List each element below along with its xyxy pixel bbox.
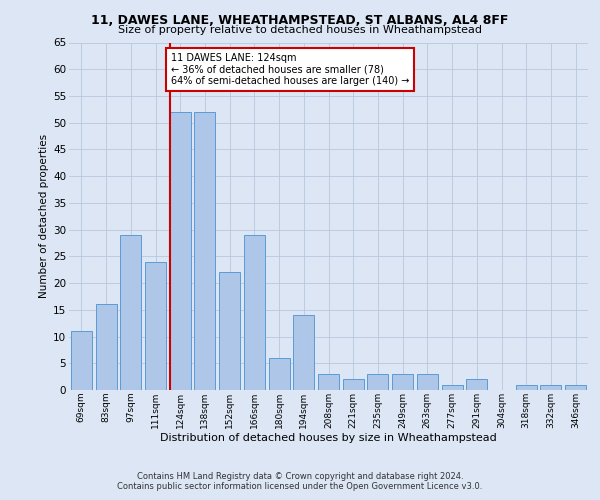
Bar (244, 235, 265, 390)
Bar (516, 384, 537, 390)
Text: Contains HM Land Registry data © Crown copyright and database right 2024.: Contains HM Land Registry data © Crown c… (137, 472, 463, 481)
Text: 11 DAWES LANE: 124sqm
← 36% of detached houses are smaller (78)
64% of semi-deta: 11 DAWES LANE: 124sqm ← 36% of detached … (171, 53, 409, 86)
Bar (120, 235, 141, 390)
Bar (318, 374, 339, 390)
Bar (417, 374, 438, 390)
Text: Size of property relative to detached houses in Wheathampstead: Size of property relative to detached ho… (118, 25, 482, 35)
Bar (392, 374, 413, 390)
Bar (541, 384, 562, 390)
Bar (442, 384, 463, 390)
Y-axis label: Number of detached properties: Number of detached properties (39, 134, 49, 298)
Bar (269, 358, 290, 390)
Bar (367, 374, 388, 390)
Bar (219, 272, 240, 390)
Bar (95, 304, 116, 390)
Bar (71, 331, 92, 390)
Bar (170, 112, 191, 390)
Bar (145, 262, 166, 390)
Bar (565, 384, 586, 390)
Bar (293, 315, 314, 390)
Text: Contains public sector information licensed under the Open Government Licence v3: Contains public sector information licen… (118, 482, 482, 491)
Text: 11, DAWES LANE, WHEATHAMPSTEAD, ST ALBANS, AL4 8FF: 11, DAWES LANE, WHEATHAMPSTEAD, ST ALBAN… (91, 14, 509, 27)
Bar (466, 380, 487, 390)
Bar (343, 380, 364, 390)
X-axis label: Distribution of detached houses by size in Wheathampstead: Distribution of detached houses by size … (160, 434, 497, 444)
Bar (194, 112, 215, 390)
